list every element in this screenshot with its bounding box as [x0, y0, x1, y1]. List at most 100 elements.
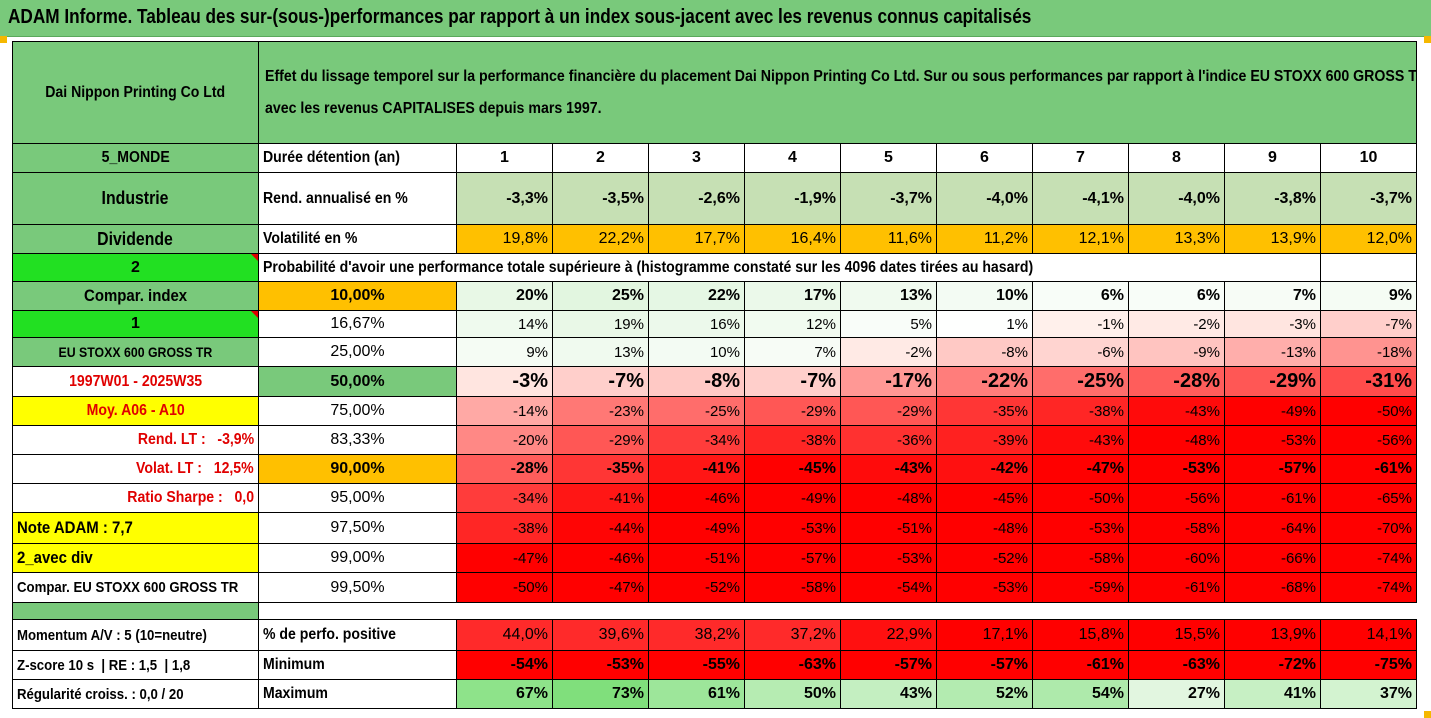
probability-level: 95,00% — [258, 483, 457, 513]
positive-perf-cell: 15,8% — [1032, 619, 1129, 651]
volat-label: Volatilité en % — [258, 224, 457, 254]
probability-value-cell: -61% — [1320, 454, 1417, 484]
probability-level: 10,00% — [258, 281, 457, 311]
duration-cell: 5 — [840, 143, 937, 173]
maximum-cell: 61% — [648, 679, 745, 709]
probability-value-cell: 13% — [840, 281, 937, 311]
probability-value-cell: -46% — [648, 483, 745, 513]
probability-value-cell: -43% — [840, 454, 937, 484]
maximum-cell: 43% — [840, 679, 937, 709]
probability-value-cell: -51% — [840, 512, 937, 544]
minimum-cell: -55% — [648, 650, 745, 680]
probability-value-cell: 9% — [456, 337, 553, 367]
probability-value-cell: -8% — [648, 366, 745, 397]
volat-cell: 11,2% — [936, 224, 1033, 254]
probability-value-cell: 14% — [456, 310, 553, 338]
probability-value-cell: -50% — [1032, 483, 1129, 513]
probability-value-cell: -13% — [1224, 337, 1321, 367]
probability-value-cell: 25% — [552, 281, 649, 311]
probability-value-cell: -29% — [840, 396, 937, 426]
probability-value-cell: -3% — [456, 366, 553, 397]
probability-value-cell: -74% — [1320, 543, 1417, 573]
maximum-cell: 73% — [552, 679, 649, 709]
positive-perf-cell: 14,1% — [1320, 619, 1417, 651]
probability-level: 99,50% — [258, 572, 457, 603]
maximum-cell: 37% — [1320, 679, 1417, 709]
probability-value-cell: -74% — [1320, 572, 1417, 603]
probability-level: 25,00% — [258, 337, 457, 367]
probability-value-cell: -9% — [1128, 337, 1225, 367]
probability-value-cell: -20% — [456, 425, 553, 455]
probability-value-cell: -6% — [1032, 337, 1129, 367]
probability-value-cell: 19% — [552, 310, 649, 338]
selector-two[interactable]: 2 — [12, 253, 259, 282]
dividend-label: Dividende — [12, 224, 259, 254]
minimum-cell: -75% — [1320, 650, 1417, 680]
probability-value-cell: -48% — [1128, 425, 1225, 455]
maximum-cell: 41% — [1224, 679, 1321, 709]
probability-value-cell: -57% — [1224, 454, 1321, 484]
volat-cell: 19,8% — [456, 224, 553, 254]
rend-cell: -4,1% — [1032, 172, 1129, 225]
probability-value-cell: 10% — [648, 337, 745, 367]
probability-value-cell: -34% — [456, 483, 553, 513]
probability-level: 16,67% — [258, 310, 457, 338]
probability-value-cell: -43% — [1032, 425, 1129, 455]
rend-lt-label: Rend. LT : -3,9% — [12, 425, 259, 455]
probability-value-cell: -38% — [456, 512, 553, 544]
probability-value-cell: -29% — [1224, 366, 1321, 397]
probability-value-cell: -61% — [1128, 572, 1225, 603]
maximum-label: Maximum — [258, 679, 457, 709]
probability-value-cell: 9% — [1320, 281, 1417, 311]
adam-note-label: Note ADAM : 7,7 — [12, 512, 259, 544]
probability-value-cell: -28% — [1128, 366, 1225, 397]
probability-value-cell: -17% — [840, 366, 937, 397]
probability-value-cell: -49% — [744, 483, 841, 513]
positive-perf-cell: 44,0% — [456, 619, 553, 651]
probability-value-cell: -65% — [1320, 483, 1417, 513]
volat-lt-label: Volat. LT : 12,5% — [12, 454, 259, 484]
probability-value-cell: -48% — [936, 512, 1033, 544]
minimum-cell: -57% — [840, 650, 937, 680]
index-name-label: EU STOXX 600 GROSS TR — [12, 337, 259, 367]
probability-value-cell: 1% — [936, 310, 1033, 338]
probability-value-cell: -48% — [840, 483, 937, 513]
volat-cell: 11,6% — [840, 224, 937, 254]
probability-value-cell: -45% — [936, 483, 1033, 513]
maximum-cell: 52% — [936, 679, 1033, 709]
probability-value-cell: -35% — [936, 396, 1033, 426]
probability-value-cell: -28% — [456, 454, 553, 484]
probability-value-cell: -57% — [744, 543, 841, 573]
probability-value-cell: -50% — [456, 572, 553, 603]
positive-perf-cell: 38,2% — [648, 619, 745, 651]
selector-one[interactable]: 1 — [12, 310, 259, 338]
compar-index-label: Compar. index — [12, 281, 259, 311]
duration-cell: 7 — [1032, 143, 1129, 173]
company-name-cell: Dai Nippon Printing Co Ltd — [12, 41, 259, 144]
probability-value-cell: -53% — [936, 572, 1033, 603]
compar-full-label: Compar. EU STOXX 600 GROSS TR — [12, 572, 259, 603]
maximum-cell: 67% — [456, 679, 553, 709]
volat-cell: 16,4% — [744, 224, 841, 254]
duration-cell: 2 — [552, 143, 649, 173]
probability-value-cell: -7% — [1320, 310, 1417, 338]
rend-cell: -3,7% — [1320, 172, 1417, 225]
volat-cell: 13,3% — [1128, 224, 1225, 254]
sector-label: Industrie — [12, 172, 259, 225]
probability-value-cell: -34% — [648, 425, 745, 455]
probability-value-cell: -56% — [1320, 425, 1417, 455]
maximum-cell: 54% — [1032, 679, 1129, 709]
probability-value-cell: -47% — [1032, 454, 1129, 484]
performance-table: Dai Nippon Printing Co Ltd Effet du liss… — [12, 41, 1417, 709]
probability-value-cell: -53% — [1128, 454, 1225, 484]
probability-value-cell: -52% — [936, 543, 1033, 573]
duration-cell: 6 — [936, 143, 1033, 173]
probability-value-cell: -14% — [456, 396, 553, 426]
probability-value-cell: -1% — [1032, 310, 1129, 338]
positive-perf-cell: 37,2% — [744, 619, 841, 651]
probability-value-cell: -41% — [552, 483, 649, 513]
duration-label: Durée détention (an) — [258, 143, 457, 173]
rend-cell: -2,6% — [648, 172, 745, 225]
volat-cell: 12,0% — [1320, 224, 1417, 254]
volat-cell: 22,2% — [552, 224, 649, 254]
